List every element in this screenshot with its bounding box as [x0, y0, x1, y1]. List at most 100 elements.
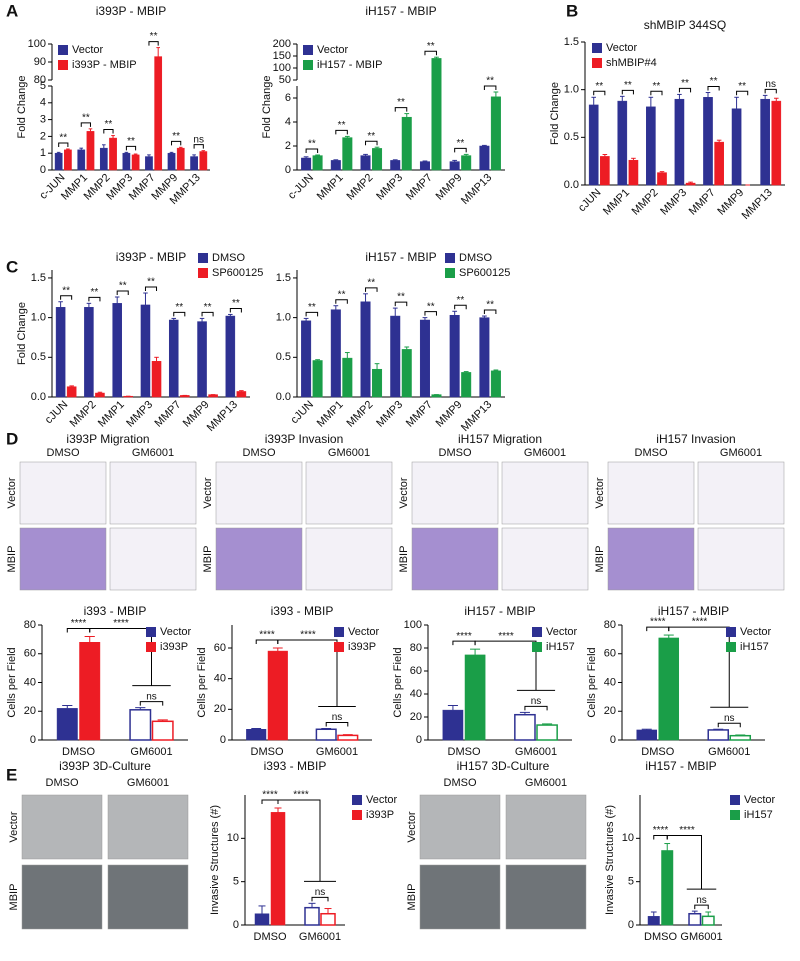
significance-bracket — [58, 142, 69, 147]
y-tick-label: 40 — [214, 673, 226, 685]
significance-bracket — [764, 88, 777, 94]
panel-label: E — [6, 765, 17, 784]
significance-bracket — [335, 299, 348, 304]
x-tick-label: DMSO — [62, 746, 95, 758]
x-tick-label: c-JUN — [286, 172, 316, 202]
chart-title: iH157 - MBIP — [658, 604, 729, 618]
bar — [84, 307, 94, 398]
significance-bracket — [365, 287, 378, 292]
y-tick-label: 0.0 — [276, 391, 291, 403]
significance-bracket — [60, 295, 73, 300]
bar — [236, 391, 247, 398]
x-tick-label: GM6001 — [708, 746, 750, 758]
significance-label: ** — [427, 41, 435, 52]
chart-title: shMBIP 344SQ — [644, 18, 727, 32]
significance-bracket — [694, 904, 709, 910]
significance-label: **** — [456, 631, 472, 642]
bar — [419, 161, 430, 171]
legend-label: i393P — [348, 641, 376, 653]
significance-bracket — [678, 87, 692, 93]
legend-swatch — [334, 642, 344, 652]
column-label: GM6001 — [720, 447, 762, 459]
significance-bracket — [80, 122, 91, 127]
y-tick-label: 1.5 — [31, 272, 46, 284]
y-tick-label: 80 — [410, 642, 422, 654]
micrograph-image — [21, 794, 103, 860]
significance-label: ** — [710, 76, 718, 87]
y-tick-label: 0.5 — [276, 351, 291, 363]
micrograph-image — [411, 527, 499, 591]
micrograph-image — [109, 527, 197, 591]
y-tick-label: 0 — [628, 919, 634, 931]
significance-label: ** — [175, 302, 183, 313]
bar — [490, 370, 501, 398]
bar — [64, 149, 72, 171]
panel-label: B — [566, 1, 578, 20]
row-label: MBIP — [6, 546, 18, 573]
significance-label: **** — [692, 617, 708, 628]
micrograph-image — [411, 461, 499, 525]
micrograph-title: i393P Invasion — [265, 432, 344, 446]
y-tick-label: 200 — [273, 38, 291, 50]
legend-label: i393P — [366, 809, 394, 821]
y-tick-label: 2 — [40, 130, 46, 142]
bar — [647, 916, 660, 926]
x-tick-label: MMP3 — [374, 399, 405, 430]
bar — [86, 131, 95, 171]
bar — [301, 157, 312, 171]
significance-label: ** — [172, 131, 180, 142]
y-tick-label: 50 — [279, 74, 291, 86]
significance-label: ** — [457, 295, 465, 306]
chart-title: i393 - MBIP — [271, 604, 334, 618]
significance-label: ** — [427, 301, 435, 312]
bar — [95, 392, 105, 398]
micrograph-image — [109, 461, 197, 525]
bar — [55, 307, 66, 398]
y-tick-label: 80 — [24, 619, 36, 631]
bar — [66, 386, 77, 398]
legend-label: iH157 - MBIP — [317, 59, 382, 71]
significance-label: **** — [293, 790, 309, 801]
x-tick-label: GM6001 — [680, 931, 722, 943]
row-label: Vector — [8, 811, 20, 843]
legend-swatch — [352, 810, 362, 820]
x-tick-label: MMP13 — [205, 399, 240, 434]
legend-swatch — [726, 627, 736, 637]
significance-label: ** — [127, 136, 135, 147]
significance-label: **** — [71, 618, 87, 629]
legend-label: DMSO — [212, 252, 245, 264]
bar — [131, 154, 140, 171]
column-label: GM6001 — [525, 777, 567, 789]
significance-label: **** — [653, 825, 669, 836]
chart-title: iH157 - MBIP — [365, 250, 436, 264]
panel-label: D — [6, 429, 18, 448]
bar — [479, 145, 490, 171]
legend-swatch — [146, 642, 156, 652]
y-tick-label: 40 — [24, 676, 36, 688]
significance-bracket — [311, 896, 329, 902]
chart-title: i393 - MBIP — [84, 604, 147, 618]
row-label: MBIP — [8, 884, 20, 911]
y-tick-label: 60 — [604, 648, 616, 660]
bar — [301, 320, 312, 398]
x-tick-label: MMP13 — [740, 187, 775, 222]
significance-bracket — [305, 311, 319, 317]
x-tick-label: MMP7 — [404, 172, 435, 203]
bar — [514, 713, 536, 741]
micrograph-image — [215, 527, 303, 591]
y-tick-label: 5 — [233, 876, 239, 888]
significance-label: ** — [105, 119, 113, 130]
bar — [646, 106, 656, 186]
y-axis-label: Invasive Structures (#) — [209, 805, 221, 915]
bar — [419, 319, 430, 398]
bar — [122, 152, 131, 171]
bar — [312, 360, 323, 398]
chart-title: i393 - MBIP — [264, 759, 327, 773]
significance-bracket — [201, 311, 214, 317]
significance-label: **** — [650, 617, 666, 628]
significance-bracket — [88, 296, 101, 302]
legend-label: i393P — [160, 641, 188, 653]
y-tick-label: 90 — [34, 56, 46, 68]
row-label: Vector — [406, 811, 418, 843]
legend-swatch — [58, 45, 68, 55]
